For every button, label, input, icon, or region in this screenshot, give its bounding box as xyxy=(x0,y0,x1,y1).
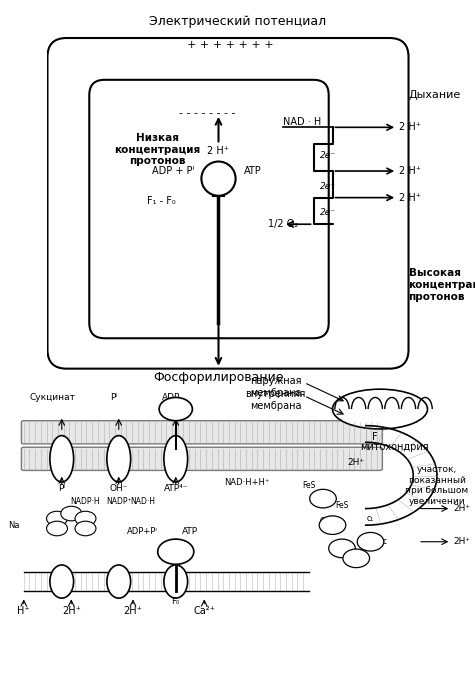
Ellipse shape xyxy=(50,435,74,482)
Text: 2 H⁺: 2 H⁺ xyxy=(399,193,421,202)
Text: участок,
показанный
при большом
увеличении: участок, показанный при большом увеличен… xyxy=(405,466,469,506)
Text: Фосфорилирование: Фосфорилирование xyxy=(153,370,284,384)
Text: NAD · H: NAD · H xyxy=(283,117,322,126)
Ellipse shape xyxy=(50,565,74,598)
Circle shape xyxy=(158,539,194,565)
Text: NADP⁺: NADP⁺ xyxy=(106,498,132,507)
Text: 2H⁺: 2H⁺ xyxy=(454,504,471,513)
Ellipse shape xyxy=(332,389,428,429)
Circle shape xyxy=(201,162,236,196)
Circle shape xyxy=(47,521,67,536)
Text: H⁺: H⁺ xyxy=(18,607,30,616)
Text: NAD·H: NAD·H xyxy=(130,498,155,507)
Text: ADP: ADP xyxy=(162,393,180,402)
Text: NADP·H: NADP·H xyxy=(71,498,100,507)
Text: OH⁻: OH⁻ xyxy=(110,484,128,493)
Text: Сукцинат: Сукцинат xyxy=(29,393,75,402)
Text: 2H⁺: 2H⁺ xyxy=(454,537,471,547)
FancyBboxPatch shape xyxy=(21,447,382,471)
Ellipse shape xyxy=(107,435,131,482)
Text: 2 H⁺: 2 H⁺ xyxy=(208,146,229,156)
Circle shape xyxy=(75,511,96,526)
Ellipse shape xyxy=(164,435,188,482)
Text: внутренняя
мембрана: внутренняя мембрана xyxy=(245,389,306,410)
Text: Высокая
концентрация
протонов: Высокая концентрация протонов xyxy=(408,268,475,302)
Circle shape xyxy=(75,521,96,536)
Text: F₁: F₁ xyxy=(171,547,180,556)
Text: Pᴵ: Pᴵ xyxy=(111,393,117,402)
Text: F₀: F₀ xyxy=(171,597,180,606)
Text: - - - - - - - -: - - - - - - - - xyxy=(179,108,235,118)
Text: 2H⁺: 2H⁺ xyxy=(62,607,81,616)
Text: F₁ - F₀: F₁ - F₀ xyxy=(147,196,176,207)
FancyBboxPatch shape xyxy=(89,80,329,339)
Text: F: F xyxy=(372,433,378,442)
Text: Электрический потенциал: Электрический потенциал xyxy=(149,15,326,28)
Text: NAD·H+H⁺: NAD·H+H⁺ xyxy=(224,477,270,486)
Circle shape xyxy=(329,539,355,558)
Text: a₃: a₃ xyxy=(352,553,360,563)
Text: 2e⁻: 2e⁻ xyxy=(320,151,336,160)
Text: 2 H⁺: 2 H⁺ xyxy=(399,166,421,176)
Text: FeS: FeS xyxy=(302,481,315,490)
Circle shape xyxy=(357,533,384,551)
Circle shape xyxy=(343,549,370,567)
Text: Низкая
концентрация
протонов: Низкая концентрация протонов xyxy=(114,133,201,167)
Text: 2 H⁺: 2 H⁺ xyxy=(399,122,421,132)
Text: Na: Na xyxy=(9,520,20,530)
Text: + + + + + + +: + + + + + + + xyxy=(187,40,273,50)
Circle shape xyxy=(319,516,346,534)
Text: ATP: ATP xyxy=(244,166,262,176)
Text: c: c xyxy=(383,537,387,547)
Text: FeS: FeS xyxy=(335,501,349,510)
Circle shape xyxy=(47,511,67,526)
Ellipse shape xyxy=(107,565,131,598)
Text: ATP⁴⁻: ATP⁴⁻ xyxy=(163,484,188,493)
Text: 2H⁺: 2H⁺ xyxy=(348,457,365,466)
Text: Q: Q xyxy=(320,518,326,527)
Text: 2H⁺: 2H⁺ xyxy=(124,607,142,616)
Text: 2e⁻: 2e⁻ xyxy=(320,182,336,191)
Text: Pᴵ: Pᴵ xyxy=(58,484,65,493)
FancyBboxPatch shape xyxy=(21,421,382,444)
Text: наружная
мембрана: наружная мембрана xyxy=(250,376,301,397)
Circle shape xyxy=(159,397,192,421)
Text: ATP: ATP xyxy=(182,527,198,536)
Text: Ca²⁺: Ca²⁺ xyxy=(193,607,215,616)
Text: митохондрия: митохондрия xyxy=(360,442,428,452)
Circle shape xyxy=(61,507,82,521)
FancyBboxPatch shape xyxy=(48,38,408,369)
Text: 1/2 O₂: 1/2 O₂ xyxy=(268,219,298,229)
Text: ADP+Pᴵ: ADP+Pᴵ xyxy=(127,527,158,536)
Circle shape xyxy=(310,489,336,508)
Text: c₁: c₁ xyxy=(367,514,374,523)
Text: Дыхание: Дыхание xyxy=(408,90,461,100)
Ellipse shape xyxy=(164,565,188,598)
Text: ADP + Pᴵ: ADP + Pᴵ xyxy=(152,166,194,176)
Text: 2e⁻: 2e⁻ xyxy=(320,208,336,218)
